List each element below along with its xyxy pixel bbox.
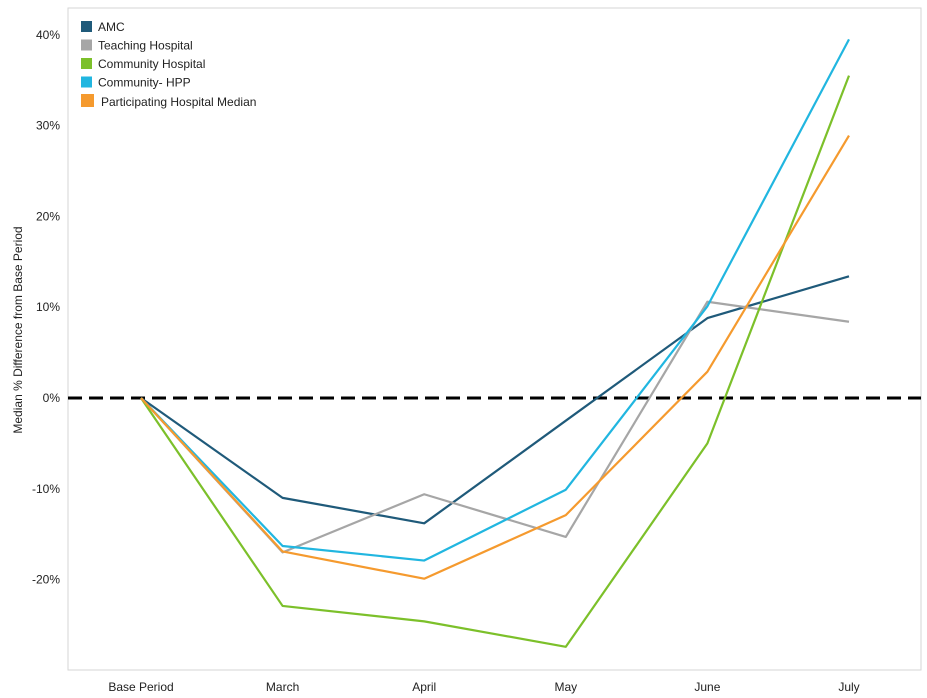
x-tick-label: April — [412, 680, 436, 694]
y-tick-label: 30% — [36, 119, 60, 133]
legend-swatch — [81, 39, 92, 51]
legend-label: AMC — [98, 20, 125, 34]
y-axis: 40% 30% 20% 10% 0% -10% -20% — [32, 28, 60, 587]
series-line-participating-hospital-median — [140, 135, 850, 580]
plot-frame — [67, 7, 922, 671]
legend-label: Community Hospital — [98, 57, 205, 71]
y-tick-label: -10% — [32, 482, 60, 496]
y-tick-label: 40% — [36, 28, 60, 42]
x-tick-label: May — [554, 680, 577, 694]
legend-swatch — [81, 76, 92, 88]
series-lines — [140, 38, 851, 648]
series-line-community-hpp — [140, 38, 850, 562]
legend-swatch — [81, 21, 92, 32]
y-tick-label: 10% — [36, 300, 60, 314]
y-tick-label: -20% — [32, 573, 60, 587]
legend-swatch — [81, 58, 92, 69]
legend-label: Community- HPP — [98, 76, 191, 90]
x-tick-label: Base Period — [108, 680, 173, 694]
legend-swatch — [81, 94, 94, 107]
x-tick-label: June — [694, 680, 720, 694]
x-axis: Base Period March April May June July — [108, 680, 859, 694]
legend-label: Teaching Hospital — [98, 39, 193, 53]
legend-label: Participating Hospital Median — [101, 95, 256, 109]
legend: AMC Teaching Hospital Community Hospital Co… — [81, 20, 256, 109]
x-tick-label: March — [266, 680, 299, 694]
y-tick-label: 20% — [36, 209, 60, 223]
series-line-community-hospital — [140, 75, 851, 648]
series-line-amc — [140, 275, 850, 525]
y-tick-label: 0% — [43, 391, 61, 405]
x-tick-label: July — [838, 680, 859, 694]
y-axis-title: Median % Difference from Base Period — [11, 226, 25, 433]
